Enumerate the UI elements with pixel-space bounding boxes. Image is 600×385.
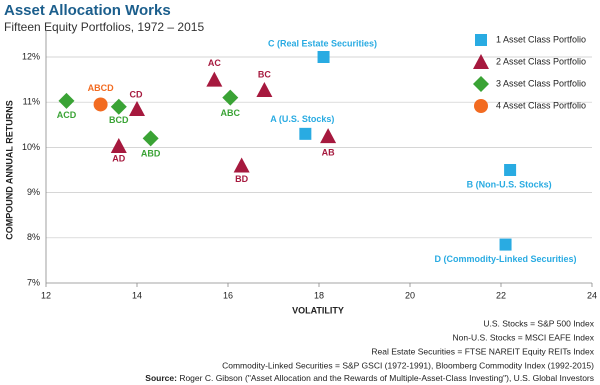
point-label: ABD (141, 149, 161, 159)
legend-marker (473, 54, 489, 69)
y-tick-label: 7% (27, 277, 40, 287)
y-tick-label: 8% (27, 232, 40, 242)
legend-label: 1 Asset Class Portfolio (496, 34, 586, 44)
y-axis-label: COMPOUND ANNUAL RETURNS (4, 100, 14, 240)
point-label: D (Commodity-Linked Securities) (435, 254, 577, 264)
y-tick-label: 11% (23, 97, 40, 107)
source-text: Roger C. Gibson ("Asset Allocation and t… (177, 373, 594, 383)
legend-marker (475, 34, 487, 46)
x-tick-label: 18 (314, 290, 324, 300)
legend-marker (474, 99, 488, 113)
x-tick-label: 20 (405, 290, 415, 300)
y-tick-label: 9% (27, 187, 40, 197)
y-tick-label: 10% (22, 142, 40, 152)
legend-label: 2 Asset Class Portfolio (496, 56, 586, 66)
source-label: Source: (145, 373, 177, 383)
x-tick-label: 12 (41, 290, 51, 300)
chart-title: Asset Allocation Works (4, 2, 171, 19)
data-point (142, 130, 159, 147)
point-label: AC (208, 58, 221, 68)
point-label: BC (258, 69, 271, 79)
legend-marker (473, 76, 489, 92)
y-tick-label: 12% (22, 51, 40, 61)
point-label: BD (235, 174, 248, 184)
footnote: Non-U.S. Stocks = MSCI EAFE Index (453, 332, 595, 342)
point-label: ACD (57, 110, 77, 120)
data-point (299, 127, 312, 140)
data-point (233, 157, 250, 173)
x-axis-label: VOLATILITY (292, 305, 344, 315)
point-label: AB (322, 147, 335, 157)
x-tick-label: 24 (587, 290, 597, 300)
data-point (256, 81, 273, 97)
data-point (110, 98, 127, 115)
legend-label: 4 Asset Class Portfolio (496, 100, 586, 110)
x-tick-label: 16 (223, 290, 233, 300)
footnote: Real Estate Securities = FTSE NAREIT Equ… (371, 346, 594, 356)
x-tick-label: 22 (496, 290, 506, 300)
data-point (320, 128, 337, 144)
footnote: Commodity-Linked Securities = S&P GSCI (… (222, 360, 594, 370)
point-label: AD (112, 153, 125, 163)
data-point (110, 138, 127, 154)
data-point (206, 71, 223, 87)
data-point (129, 100, 145, 116)
data-point (504, 164, 517, 176)
data-point (222, 89, 239, 106)
data-point (317, 51, 330, 63)
point-label: A (U.S. Stocks) (270, 114, 334, 124)
x-tick-label: 14 (132, 290, 142, 300)
data-point (499, 238, 512, 251)
point-label: C (Real Estate Securities) (268, 38, 377, 48)
point-label: ABC (221, 108, 241, 118)
source: Source: Roger C. Gibson ("Asset Allocati… (145, 373, 594, 383)
footnote: U.S. Stocks = S&P 500 Index (483, 318, 594, 328)
legend-label: 3 Asset Class Portfolio (496, 78, 586, 88)
data-point (93, 97, 108, 112)
point-label: ABCD (88, 83, 114, 93)
point-label: CD (130, 89, 143, 99)
chart-subtitle: Fifteen Equity Portfolios, 1972 – 2015 (4, 20, 204, 34)
data-point (58, 92, 75, 109)
point-label: B (Non-U.S. Stocks) (467, 179, 552, 189)
point-label: BCD (109, 115, 129, 125)
